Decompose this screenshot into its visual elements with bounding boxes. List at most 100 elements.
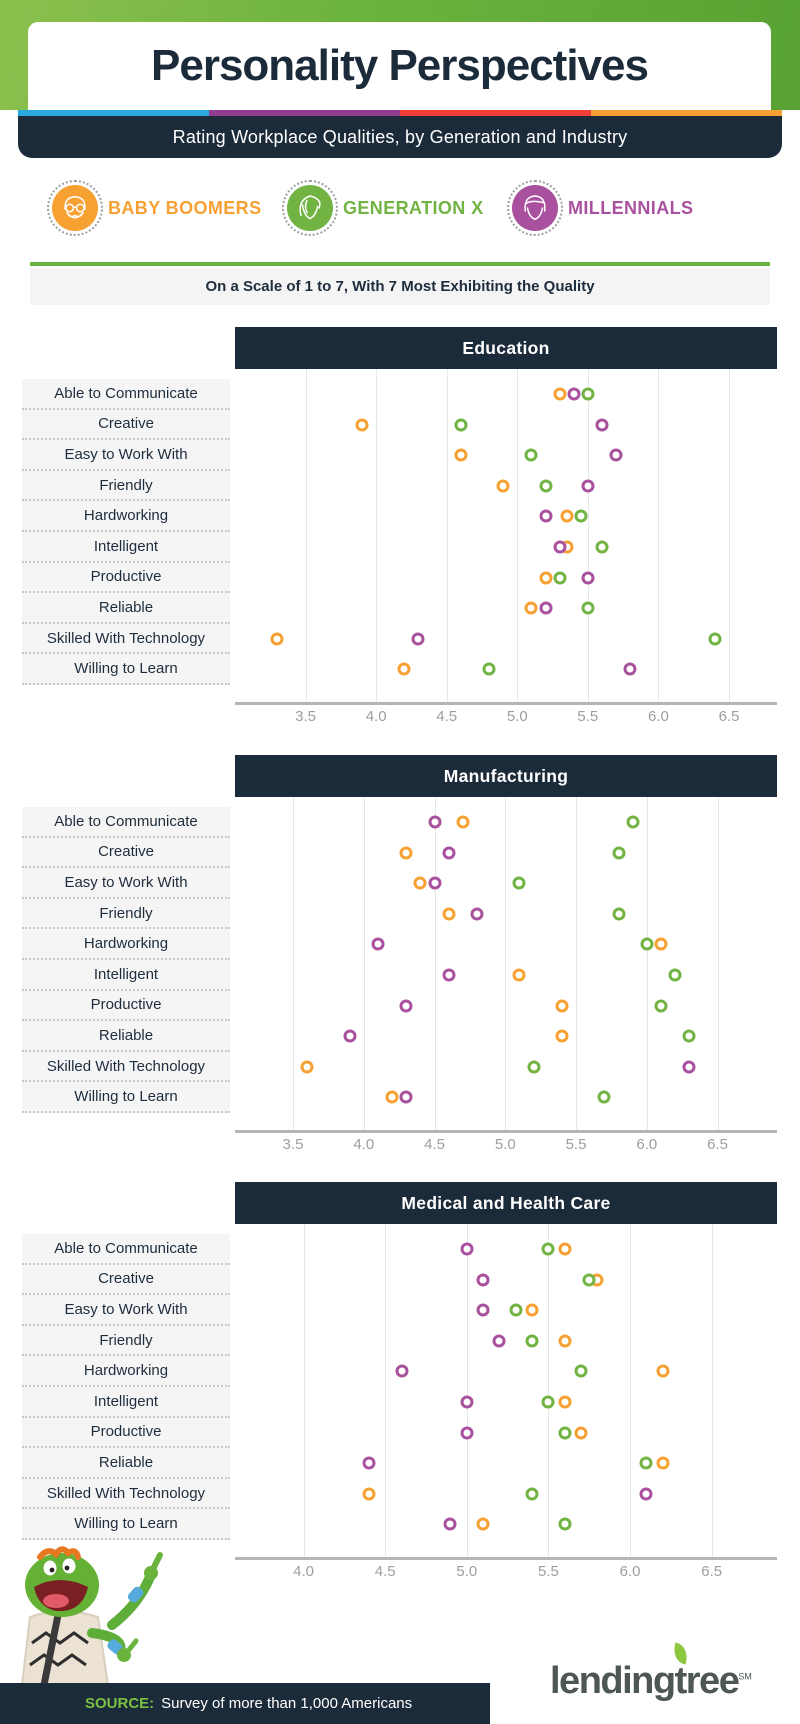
axis-tick-label: 5.0 [494, 1136, 516, 1153]
grid-line [385, 1224, 387, 1557]
grid-line [548, 1224, 550, 1557]
data-point-baby-boomers [399, 846, 413, 860]
data-point-millennials [442, 846, 456, 860]
data-point-generation-x [482, 662, 496, 676]
data-point-millennials [595, 418, 609, 432]
hero-header: Personality Perspectives Rating Workplac… [0, 0, 800, 158]
legend-label-baby-boomers: BABY BOOMERS [108, 197, 262, 218]
woman-avatar-icon [282, 180, 338, 236]
source-bar: SOURCE: Survey of more than 1,000 Americ… [0, 1683, 490, 1724]
data-point-millennials [460, 1426, 474, 1440]
quality-labels: Able to Communicate Creative Easy to Work … [22, 807, 230, 1113]
data-point-generation-x [524, 448, 538, 462]
axis-tick-label: 6.5 [707, 1136, 728, 1153]
quality-label: Skilled With Technology [22, 1052, 230, 1083]
data-point-baby-boomers [558, 1395, 572, 1409]
data-point-millennials [539, 509, 552, 523]
data-point-millennials [470, 907, 484, 921]
grid-line [717, 797, 719, 1130]
data-point-generation-x [574, 1364, 588, 1378]
axis-tick-label: 6.5 [701, 1563, 723, 1580]
legend-item-generation-x: GENERATION X [282, 180, 483, 236]
grid-line [646, 797, 648, 1130]
data-point-generation-x [582, 1273, 596, 1287]
source-label: SOURCE: [85, 1695, 155, 1712]
stripe-orange [591, 110, 782, 116]
grid-line [517, 369, 519, 702]
data-point-baby-boomers [476, 1517, 490, 1531]
quality-label: Willing to Learn [22, 1082, 230, 1113]
data-point-generation-x [581, 387, 595, 401]
axis-tick-label: 6.5 [718, 708, 740, 725]
data-point-baby-boomers [496, 479, 510, 493]
grid-line [658, 369, 660, 702]
axis-tick-labels: 3.5 4.0 4.5 5.0 5.5 6.0 6.5 [235, 1136, 777, 1158]
page-title: Personality Perspectives [151, 41, 649, 90]
chart-section-medical-and-health-care: Medical and Health Care Able to Communic… [0, 1182, 800, 1585]
axis-tick-label: 6.0 [636, 1136, 658, 1153]
grid-line [446, 369, 448, 702]
data-point-baby-boomers [355, 418, 369, 432]
puppet-mascot-illustration [20, 1546, 163, 1685]
data-point-generation-x [668, 968, 682, 982]
legend-label-millennials: MILLENNIALS [568, 197, 694, 218]
grid-line [576, 797, 578, 1130]
green-divider-rule [30, 262, 770, 266]
data-point-millennials [399, 1090, 413, 1104]
older-man-avatar-icon [47, 180, 103, 236]
title-card: Personality Perspectives [28, 22, 771, 110]
grid-line [305, 369, 307, 702]
data-point-millennials [443, 1517, 457, 1531]
data-point-baby-boomers [442, 907, 456, 921]
data-point-generation-x [708, 632, 722, 646]
data-point-baby-boomers [555, 1029, 569, 1043]
quality-label: Reliable [22, 1021, 230, 1052]
data-point-baby-boomers [454, 448, 468, 462]
axis-tick-label: 4.5 [374, 1563, 396, 1580]
chart-section-education: Education Able to Communicate Creative Eas… [0, 327, 800, 730]
data-point-millennials [567, 387, 581, 401]
logo-text-ree: ree [685, 1660, 740, 1702]
axis-tick-label: 4.0 [365, 708, 387, 725]
quality-label: Willing to Learn [22, 1509, 230, 1540]
data-point-baby-boomers [413, 876, 427, 890]
quality-label: Hardworking [22, 1356, 230, 1387]
grid-line [630, 1224, 632, 1557]
chart-title-bar: Manufacturing [235, 755, 777, 797]
quality-label: Able to Communicate [22, 1234, 230, 1265]
axis-tick-label: 3.5 [295, 708, 316, 725]
data-point-baby-boomers [654, 937, 668, 951]
data-point-generation-x [682, 1029, 696, 1043]
data-point-baby-boomers [656, 1364, 670, 1378]
data-point-generation-x [527, 1060, 541, 1074]
data-point-baby-boomers [558, 1242, 572, 1256]
data-point-generation-x [612, 907, 626, 921]
logo-sm-mark: SM [738, 1671, 752, 1682]
page-subtitle: Rating Workplace Qualities, by Generatio… [172, 126, 628, 147]
data-point-generation-x [639, 1456, 653, 1470]
data-point-baby-boomers [525, 1303, 539, 1317]
data-point-millennials [553, 540, 567, 554]
plot-area [235, 1224, 777, 1560]
quality-label: Friendly [22, 899, 230, 930]
charts-container: Education Able to Communicate Creative Eas… [0, 327, 800, 1585]
quality-labels: Able to Communicate Creative Easy to Work … [22, 379, 230, 685]
quality-label: Creative [22, 1265, 230, 1296]
quality-label: Easy to Work With [22, 440, 230, 471]
data-point-millennials [460, 1242, 474, 1256]
stripe-purple [209, 110, 400, 116]
scale-note: On a Scale of 1 to 7, With 7 Most Exhibi… [30, 268, 770, 305]
data-point-millennials [492, 1334, 506, 1348]
quality-label: Skilled With Technology [22, 624, 230, 655]
data-point-generation-x [525, 1334, 539, 1348]
quality-label: Productive [22, 1418, 230, 1449]
data-point-generation-x [512, 876, 526, 890]
grid-line [303, 1224, 305, 1557]
data-point-millennials [460, 1395, 474, 1409]
data-point-baby-boomers [456, 815, 470, 829]
data-point-millennials [399, 999, 413, 1013]
quality-label: Productive [22, 563, 230, 594]
quality-label: Able to Communicate [22, 379, 230, 410]
quality-label: Creative [22, 410, 230, 441]
